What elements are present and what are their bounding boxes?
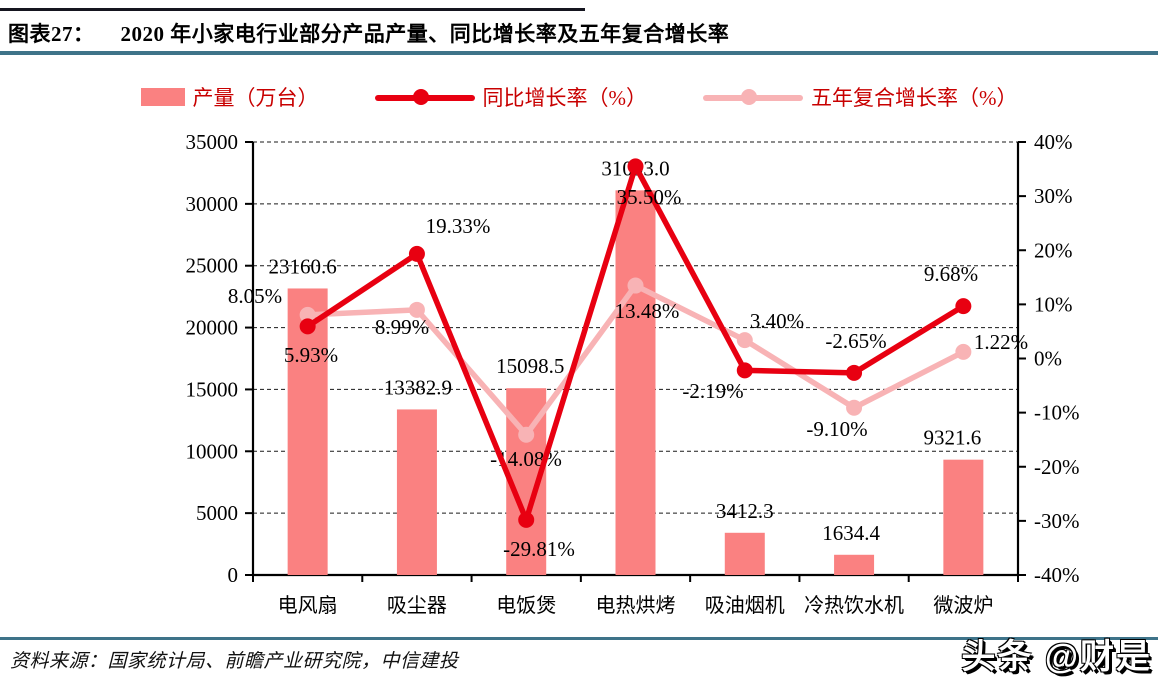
bar bbox=[724, 532, 765, 575]
category-label: 微波炉 bbox=[933, 594, 993, 617]
right-axis-tick-label: -10% bbox=[1034, 401, 1080, 425]
cagr-point bbox=[736, 332, 753, 349]
left-axis-tick-label: 15000 bbox=[186, 377, 239, 401]
cagr-label: 13.48% bbox=[615, 299, 680, 323]
cagr-point bbox=[518, 426, 535, 443]
category-label: 吸油烟机 bbox=[705, 594, 785, 617]
left-axis-tick-label: 0 bbox=[228, 563, 239, 587]
bar-value-label: 15098.5 bbox=[496, 354, 564, 378]
right-axis-tick-label: 0% bbox=[1034, 347, 1062, 371]
bar-swatch-icon bbox=[140, 88, 185, 106]
category-label: 电风扇 bbox=[278, 594, 338, 617]
cagr-point bbox=[955, 343, 972, 360]
right-axis-tick-label: 30% bbox=[1034, 184, 1073, 208]
right-axis-tick-label: 10% bbox=[1034, 292, 1073, 316]
bar-value-label: 1634.4 bbox=[822, 521, 880, 545]
right-axis-tick-label: 20% bbox=[1034, 238, 1073, 262]
line-marker-icon bbox=[741, 89, 757, 105]
cagr-point bbox=[846, 399, 863, 416]
bar bbox=[943, 459, 984, 575]
yoy-label: -2.19% bbox=[682, 379, 743, 403]
category-label: 吸尘器 bbox=[387, 594, 447, 617]
bar bbox=[396, 409, 437, 575]
yoy-label: 35.50% bbox=[617, 185, 682, 209]
left-axis-tick-label: 30000 bbox=[186, 192, 239, 216]
yoy-point bbox=[955, 298, 972, 315]
chart-header: 图表27： 2020 年小家电行业部分产品产量、同比增长率及五年复合增长率 bbox=[8, 17, 1108, 49]
footer-rule bbox=[0, 637, 1158, 640]
bar bbox=[287, 288, 328, 575]
legend-item-production: 产量（万台） bbox=[140, 82, 319, 112]
yoy-label: -29.81% bbox=[503, 537, 575, 561]
right-axis-tick-label: 40% bbox=[1034, 130, 1073, 154]
source-note: 资料来源：国家统计局、前瞻产业研究院，中信建投 bbox=[10, 651, 459, 672]
cagr-label: 3.40% bbox=[750, 309, 804, 333]
cagr-label: 1.22% bbox=[974, 330, 1028, 354]
line-swatch-icon bbox=[374, 88, 475, 106]
left-axis-tick-label: 25000 bbox=[186, 254, 239, 278]
yoy-point bbox=[627, 158, 644, 175]
cagr-point bbox=[408, 301, 425, 318]
legend: 产量（万台） 同比增长率（%） 五年复合增长率（%） bbox=[0, 80, 1158, 114]
cagr-point bbox=[627, 277, 644, 294]
left-axis-tick-label: 20000 bbox=[186, 316, 239, 340]
bar bbox=[615, 190, 656, 575]
legend-label: 同比增长率（%） bbox=[482, 86, 648, 110]
page-title: 2020 年小家电行业部分产品产量、同比增长率及五年复合增长率 bbox=[120, 22, 730, 46]
header-top-rule bbox=[0, 8, 585, 11]
cagr-label: -9.10% bbox=[806, 417, 867, 441]
line-marker-icon bbox=[412, 89, 429, 105]
yoy-label: 9.68% bbox=[924, 262, 978, 286]
category-label: 电热烘烤 bbox=[596, 594, 676, 617]
cagr-label: 8.05% bbox=[228, 284, 282, 308]
yoy-point bbox=[846, 364, 863, 381]
legend-item-yoy-growth: 同比增长率（%） bbox=[374, 82, 648, 112]
yoy-point bbox=[408, 245, 425, 262]
yoy-point bbox=[299, 318, 316, 335]
bar-value-label: 13382.9 bbox=[384, 375, 452, 399]
left-axis-tick-label: 5000 bbox=[196, 501, 238, 525]
cagr-point bbox=[299, 306, 316, 323]
bar-value-label: 23160.6 bbox=[269, 254, 337, 278]
bar bbox=[834, 554, 875, 575]
legend-item-cagr: 五年复合增长率（%） bbox=[703, 82, 1018, 112]
left-axis-tick-label: 35000 bbox=[186, 130, 239, 154]
category-label: 电饭煲 bbox=[496, 594, 556, 617]
category-label: 冷热饮水机 bbox=[804, 594, 904, 617]
yoy-point bbox=[518, 511, 535, 528]
line-swatch-icon bbox=[703, 88, 803, 106]
legend-label: 产量（万台） bbox=[192, 86, 319, 110]
yoy-label: 5.93% bbox=[284, 343, 338, 367]
cagr-label: 8.99% bbox=[375, 315, 429, 339]
watermark: 头条 @财是 bbox=[961, 638, 1152, 676]
legend-label: 五年复合增长率（%） bbox=[811, 86, 1018, 110]
header-underline-rule bbox=[0, 51, 1158, 55]
figure-number-label: 图表27： bbox=[8, 22, 95, 46]
left-axis-tick-label: 10000 bbox=[186, 439, 239, 463]
right-axis-tick-label: -30% bbox=[1034, 509, 1080, 533]
yoy-label: -2.65% bbox=[825, 329, 886, 353]
yoy-point bbox=[736, 362, 753, 379]
bar-value-label: 9321.6 bbox=[923, 426, 981, 450]
yoy-label: 19.33% bbox=[426, 214, 491, 238]
bar-value-label: 3412.3 bbox=[716, 499, 774, 523]
right-axis-tick-label: -20% bbox=[1034, 455, 1080, 479]
right-axis-tick-label: -40% bbox=[1034, 563, 1080, 587]
